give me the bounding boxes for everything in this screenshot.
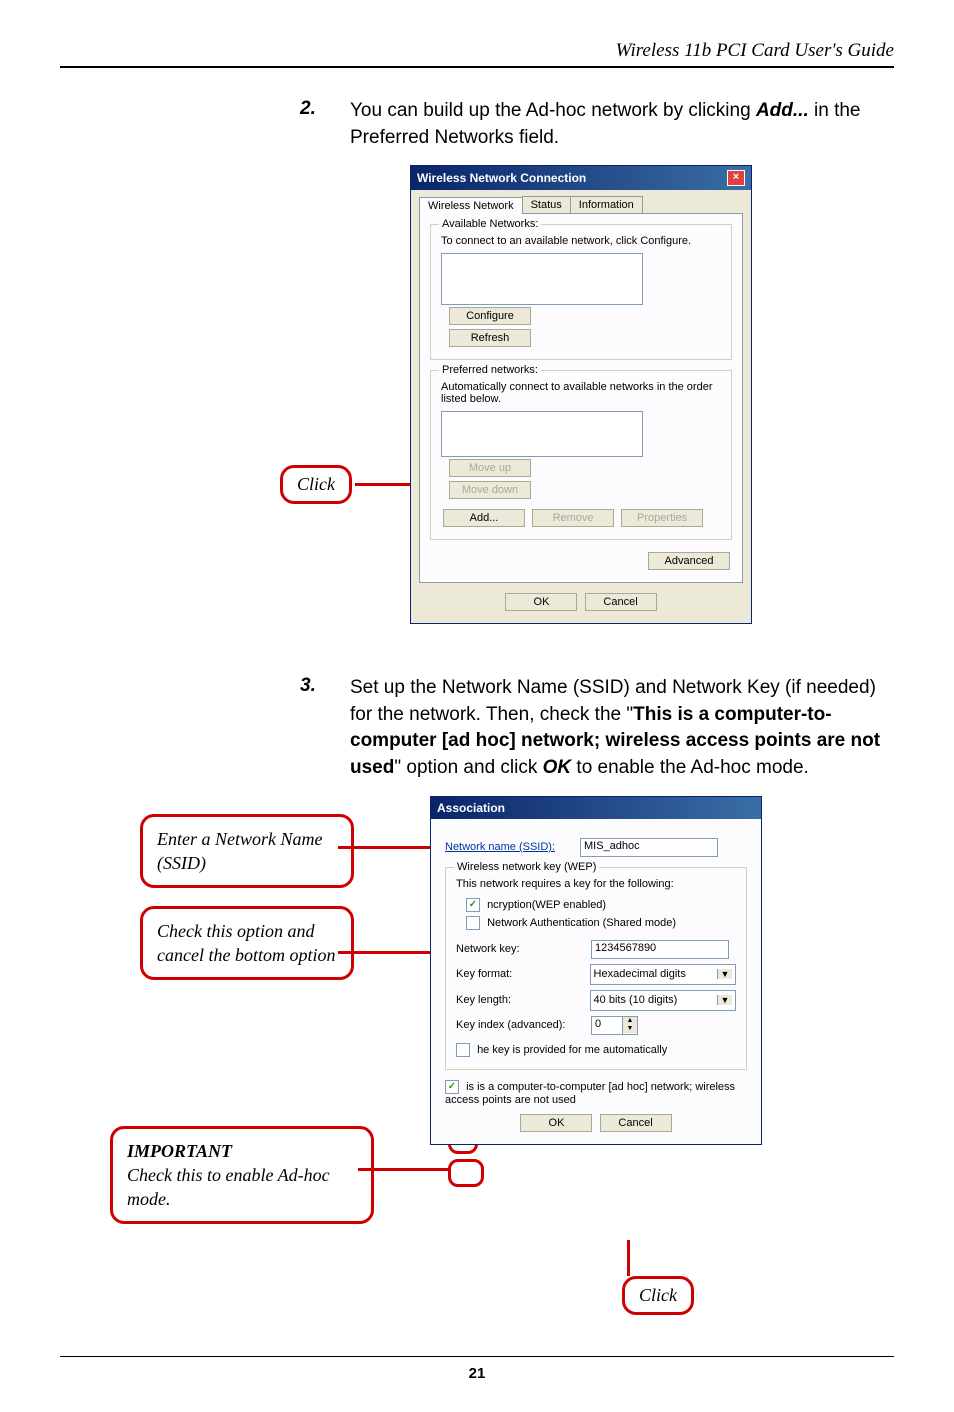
tab-status[interactable]: Status [522,196,571,213]
length-label: Key length: [456,994,590,1006]
preferred-networks-title: Preferred networks: [439,364,541,376]
encryption-label: ncryption(WEP enabled) [487,898,606,910]
cancel-button[interactable]: Cancel [600,1114,672,1132]
available-networks-desc: To connect to an available network, clic… [441,235,721,247]
length-dropdown[interactable]: 40 bits (10 digits)▼ [590,990,736,1011]
tab-information[interactable]: Information [570,196,643,213]
callout-click2: Click [622,1276,694,1315]
movedown-button[interactable]: Move down [449,481,531,499]
chevron-down-icon: ▼ [717,969,732,979]
preferred-networks-list[interactable] [441,411,643,457]
preferred-networks-desc: Automatically connect to available netwo… [441,381,721,405]
association-dialog: Association Network name (SSID): MIS_adh… [430,796,762,1145]
step3-number: 3. [300,675,350,781]
step2-number: 2. [300,98,350,151]
page-number: 21 [60,1356,894,1382]
encryption-checkbox[interactable]: ✓ [466,898,480,912]
key-input[interactable]: 1234567890 [591,940,729,959]
moveup-button[interactable]: Move up [449,459,531,477]
step3-text: Set up the Network Name (SSID) and Netwo… [350,675,894,781]
ssid-input[interactable]: MIS_adhoc [580,838,718,857]
callout-ssid: Enter a Network Name (SSID) [140,814,354,889]
page-header: Wireless 11b PCI Card User's Guide [60,40,894,62]
auth-label: Network Authentication (Shared mode) [487,916,676,928]
auth-checkbox[interactable] [466,916,480,930]
callout-check-option: Check this option and cancel the bottom … [140,906,354,981]
cancel-button[interactable]: Cancel [585,593,657,611]
dialog2-title: Association [437,801,505,815]
remove-button[interactable]: Remove [532,509,614,527]
add-button[interactable]: Add... [443,509,525,527]
callout-important: IMPORTANT Check this to enable Ad-hoc mo… [110,1126,374,1225]
key-label: Network key: [456,943,591,955]
tab-wireless-network[interactable]: Wireless Network [419,197,523,214]
callout-click: Click [280,465,352,504]
chevron-down-icon: ▼ [717,995,732,1005]
step2-text: You can build up the Ad-hoc network by c… [350,98,894,151]
adhoc-label: is is a computer-to-computer [ad hoc] ne… [445,1080,735,1105]
autokey-label: he key is provided for me automatically [477,1043,667,1055]
wireless-dialog: Wireless Network Connection × Wireless N… [410,165,752,624]
spin-up-icon[interactable]: ▲ [623,1017,637,1025]
index-label: Key index (advanced): [456,1019,591,1031]
wep-desc: This network requires a key for the foll… [456,878,736,890]
format-dropdown[interactable]: Hexadecimal digits▼ [590,964,736,985]
spin-down-icon[interactable]: ▼ [623,1025,637,1033]
properties-button[interactable]: Properties [621,509,703,527]
dialog1-title: Wireless Network Connection [417,171,586,185]
autokey-checkbox[interactable] [456,1043,470,1057]
close-icon[interactable]: × [727,170,745,186]
ok-button[interactable]: OK [520,1114,592,1132]
advanced-button[interactable]: Advanced [648,552,730,570]
ssid-label: Network name (SSID): [445,841,580,853]
available-networks-list[interactable] [441,253,643,305]
format-label: Key format: [456,968,590,980]
refresh-button[interactable]: Refresh [449,329,531,347]
index-spinner[interactable]: 0 ▲ ▼ [591,1016,638,1035]
wep-group-title: Wireless network key (WEP) [454,861,599,873]
ok-button[interactable]: OK [505,593,577,611]
available-networks-title: Available Networks: [439,218,541,230]
configure-button[interactable]: Configure [449,307,531,325]
adhoc-checkbox[interactable]: ✓ [445,1080,459,1094]
